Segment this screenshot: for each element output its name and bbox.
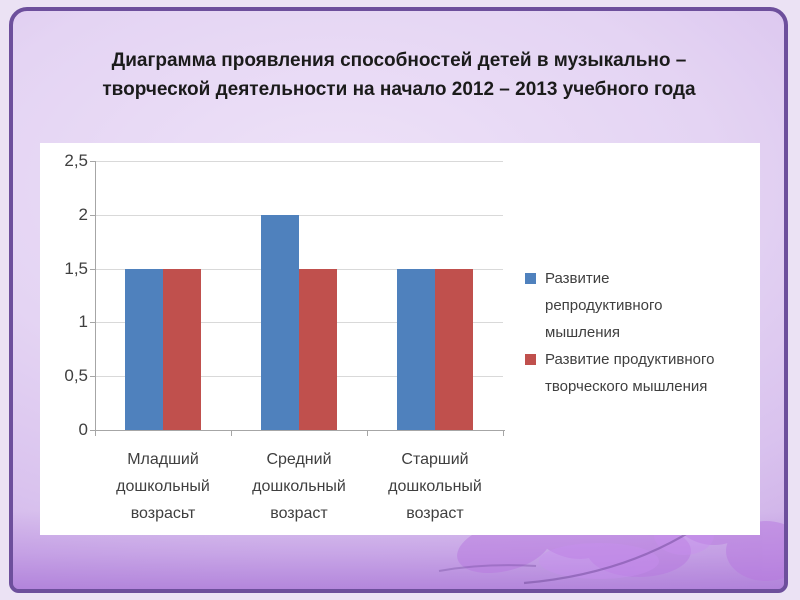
y-axis-tick-label: 0,5 bbox=[64, 366, 88, 385]
chart-panel: 0 0,5 1 1,5 2 2,5 Младший дошкольный возрасьт С… bbox=[40, 143, 760, 535]
y-axis-tick bbox=[90, 322, 95, 323]
legend-marker bbox=[525, 354, 536, 365]
bar-series0-cat0 bbox=[125, 269, 163, 430]
x-axis-category-label: Старший дошкольный возраст bbox=[388, 451, 482, 522]
legend-marker bbox=[525, 273, 536, 284]
bar-series1-cat1 bbox=[299, 269, 337, 430]
y-axis-tick bbox=[90, 215, 95, 216]
y-axis-tick bbox=[90, 376, 95, 377]
gridline bbox=[95, 215, 503, 216]
bar-series1-cat0 bbox=[163, 269, 201, 430]
legend-label: Развитие репродуктивного мышления bbox=[545, 270, 663, 341]
legend-item: Развитие репродуктивного мышления bbox=[525, 265, 750, 346]
y-axis-line bbox=[95, 161, 96, 430]
y-axis-tick bbox=[90, 161, 95, 162]
y-axis-tick-label: 1,5 bbox=[64, 259, 88, 278]
legend-label: Развитие продуктивного творческого мышле… bbox=[545, 351, 715, 395]
slide-frame: Диаграмма проявления способностей детей … bbox=[9, 7, 788, 593]
y-axis-tick-label: 2 bbox=[78, 205, 88, 224]
x-axis-line bbox=[90, 430, 505, 431]
x-axis-tick bbox=[503, 430, 504, 436]
x-axis-tick bbox=[95, 430, 96, 436]
x-axis-category-label: Средний дошкольный возраст bbox=[252, 451, 346, 522]
slide-title: Диаграмма проявления способностей детей … bbox=[102, 50, 696, 100]
x-axis-tick bbox=[367, 430, 368, 436]
bar-series0-cat2 bbox=[397, 269, 435, 430]
legend-item: Развитие продуктивного творческого мышле… bbox=[525, 346, 750, 400]
gridline bbox=[95, 161, 503, 162]
bar-series0-cat1 bbox=[261, 215, 299, 430]
x-axis-category-label: Младший дошкольный возрасьт bbox=[116, 451, 210, 522]
y-axis-tick-label: 1 bbox=[78, 312, 88, 331]
bar-series1-cat2 bbox=[435, 269, 473, 430]
y-axis-tick-label: 0 bbox=[78, 420, 88, 439]
y-axis-tick-label: 2,5 bbox=[64, 151, 88, 170]
x-axis-tick bbox=[231, 430, 232, 436]
y-axis-tick bbox=[90, 269, 95, 270]
